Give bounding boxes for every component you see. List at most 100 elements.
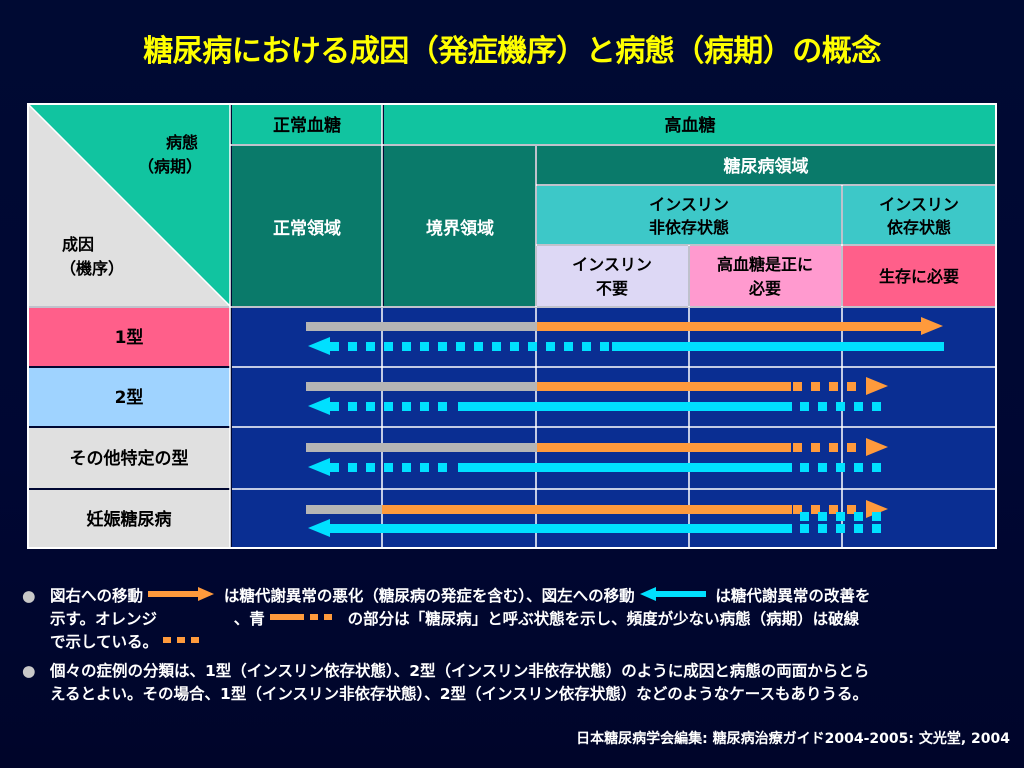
row1-cyan-dash (492, 342, 501, 351)
row4-cyan-dash-upper (836, 512, 845, 521)
row3-left-arrowhead (308, 458, 330, 476)
orange-dashed-icon (270, 608, 342, 631)
note1-part-a: 図右への移動 (50, 587, 144, 605)
row3-cyan-dash-right (800, 463, 809, 472)
row3-orange-dash (811, 443, 820, 452)
row-type1 (28, 308, 230, 366)
notes: ● 図右への移動 は糖代謝異常の悪化（糖尿病の発症を含む）、図左への移動 は糖代… (22, 585, 1012, 712)
row2-cyan-dash-right (800, 402, 809, 411)
row3-cyan-dash-right (872, 463, 881, 472)
corner-top-label: 病態 (166, 133, 198, 152)
row1-cyan-dash (510, 342, 519, 351)
row4-cyan-bar (330, 524, 792, 533)
row3-cyan-dash-left (402, 463, 411, 472)
row3-cyan-dash-left (330, 463, 339, 472)
header-insulin-unneeded (537, 246, 688, 306)
corner-bottom-label: 成因 (62, 235, 94, 254)
header-diabetes-region-label: 糖尿病領域 (724, 156, 809, 177)
row4-orange-bar (382, 505, 792, 514)
header-high-glucose (384, 104, 996, 144)
row1-cyan-bar (612, 342, 944, 351)
header-insulin-independent (537, 186, 841, 244)
header-high-glucose-label: 高血糖 (665, 115, 716, 136)
slide-title: 糖尿病における成因（発症機序）と病態（病期）の概念 (143, 34, 881, 69)
row4-gray-bar (306, 505, 382, 514)
row-type2-label: 2型 (115, 387, 144, 408)
row2-orange-dash (793, 382, 802, 391)
row1-gray-bar (306, 322, 537, 331)
row3-cyan-dash-right (854, 463, 863, 472)
header-insulin-dependent-label-1: インスリン (879, 195, 959, 214)
row4-cyan-dash-upper (800, 512, 809, 521)
row4-orange-dash (811, 505, 820, 514)
row2-cyan-dash-left (366, 402, 375, 411)
header-survival-needed (843, 246, 996, 306)
corner-top-label-2: （病期） (138, 157, 202, 176)
row1-cyan-dash (384, 342, 393, 351)
row1-cyan-dash (402, 342, 411, 351)
header-border-region (384, 146, 535, 306)
row2-gray-bar (306, 382, 537, 391)
row2-cyan-bar (458, 402, 792, 411)
header-insulin-dependent (843, 186, 996, 244)
row-other-label: その他特定の型 (70, 448, 189, 469)
header-normal-glucose-label: 正常血糖 (273, 115, 341, 136)
row4-orange-dash (829, 505, 838, 514)
row3-cyan-dash-left (348, 463, 357, 472)
row4-cyan-dash-right (872, 524, 881, 533)
header-survival-needed-label: 生存に必要 (879, 267, 959, 286)
row2-cyan-dash-right (854, 402, 863, 411)
header-correction-needed-label-2: 必要 (748, 279, 781, 298)
row4-cyan-dash-right (854, 524, 863, 533)
row-type1-label: 1型 (115, 327, 144, 348)
note-2: ● 個々の症例の分類は、1型（インスリン依存状態）、2型（インスリン非依存状態）… (22, 660, 1012, 706)
row3-cyan-dash-left (384, 463, 393, 472)
orange-dots-icon (163, 631, 203, 654)
row2-cyan-dash-left (384, 402, 393, 411)
row2-right-arrowhead (866, 377, 888, 395)
row4-orange-dash (793, 505, 802, 514)
row1-cyan-dash (330, 342, 339, 351)
row4-cyan-dash-right (800, 524, 809, 533)
note2-part-a: 個々の症例の分類は、1型（インスリン依存状態）、2型（インスリン非依存状態）のよ… (50, 662, 870, 680)
row3-gray-bar (306, 443, 537, 452)
row3-orange-bar (537, 443, 791, 452)
row1-cyan-dash (546, 342, 555, 351)
note2-part-b: えるとよい。その場合、1型（インスリン非依存状態）、2型（インスリン依存状態）な… (50, 685, 868, 703)
row2-orange-dash (847, 382, 856, 391)
progression-arrows (306, 317, 944, 537)
row1-right-arrowhead (921, 317, 943, 335)
row1-orange-bar (537, 322, 921, 331)
row2-cyan-dash-right (836, 402, 845, 411)
header-insulin-independent-label-1: インスリン (649, 195, 729, 214)
row3-cyan-bar (458, 463, 792, 472)
corner-diagonal (27, 103, 231, 307)
row-gestational-label: 妊娠糖尿病 (87, 509, 172, 530)
header-normal-region-label: 正常領域 (273, 218, 341, 239)
bullet-icon: ● (22, 587, 36, 605)
header-normal-region (232, 146, 382, 306)
header-correction-needed-label-1: 高血糖是正に (717, 255, 813, 274)
row4-cyan-dash-upper (872, 512, 881, 521)
note-1: ● 図右への移動 は糖代謝異常の悪化（糖尿病の発症を含む）、図左への移動 は糖代… (22, 585, 1012, 654)
row2-cyan-dash-left (420, 402, 429, 411)
corner-bottom-label-2: （機序） (60, 259, 124, 278)
row2-cyan-dash-left (330, 402, 339, 411)
row1-cyan-dash (474, 342, 483, 351)
row3-right-arrowhead (866, 438, 888, 456)
note1-part-e: 、青 (233, 610, 265, 628)
note1-part-c: は糖代謝異常の改善を (715, 587, 871, 605)
row3-cyan-dash-right (818, 463, 827, 472)
row4-left-arrowhead (308, 519, 330, 537)
row4-cyan-dash-right (818, 524, 827, 533)
citation: 日本糖尿病学会編集: 糖尿病治療ガイド2004-2005: 文光堂, 2004 (576, 731, 1010, 747)
row4-orange-dash (847, 505, 856, 514)
header-insulin-unneeded-label-1: インスリン (572, 255, 652, 274)
row4-cyan-dash-upper (854, 512, 863, 521)
row-other (28, 428, 230, 488)
row2-cyan-dash-right (872, 402, 881, 411)
row3-orange-dash (847, 443, 856, 452)
row1-cyan-dash (600, 342, 609, 351)
row3-cyan-dash-right (836, 463, 845, 472)
